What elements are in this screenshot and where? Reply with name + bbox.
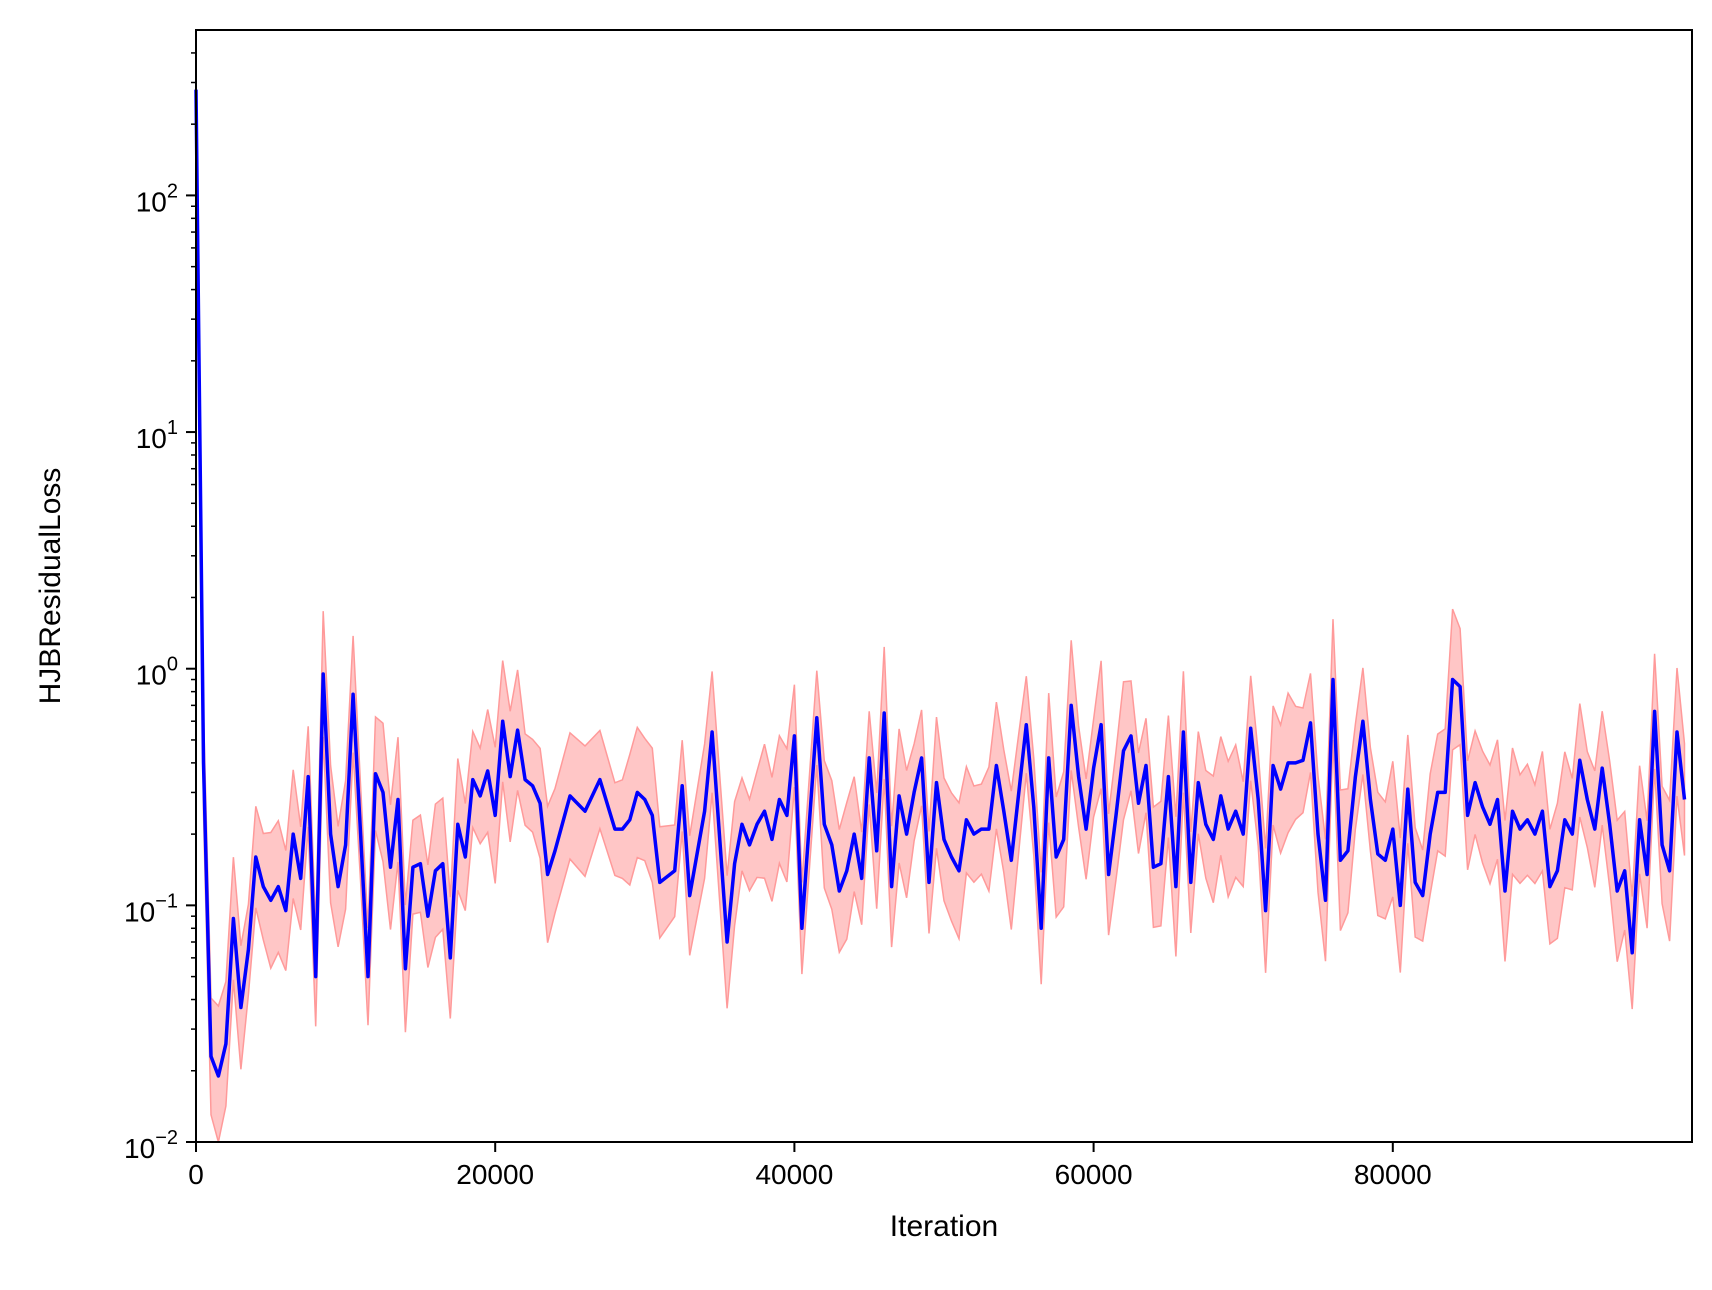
- x-ticks: 0 20000 40000 60000 80000: [188, 1142, 1432, 1190]
- y-tick-label: 100: [136, 654, 178, 691]
- confidence-band: [195, 84, 1686, 1143]
- y-axis-label: HJBResidualLoss: [34, 468, 67, 705]
- series-line: [194, 89, 1687, 1078]
- x-tick-label: 80000: [1354, 1159, 1432, 1190]
- y-tick-label: 102: [136, 180, 178, 217]
- x-tick-label: 0: [188, 1159, 204, 1190]
- x-tick-label: 20000: [456, 1159, 534, 1190]
- y-tick-label: 10−2: [124, 1127, 178, 1164]
- loss-line: [194, 89, 1687, 1078]
- y-ticks: 10−2 10−1 100 101 102: [124, 52, 196, 1164]
- x-axis-label: Iteration: [890, 1210, 998, 1243]
- plot-frame: [195, 29, 1693, 1143]
- y-tick-label: 101: [136, 417, 178, 454]
- band-area: [195, 84, 1686, 1143]
- y-tick-label: 10−1: [124, 890, 178, 927]
- x-tick-label: 60000: [1055, 1159, 1133, 1190]
- x-tick-label: 40000: [755, 1159, 833, 1190]
